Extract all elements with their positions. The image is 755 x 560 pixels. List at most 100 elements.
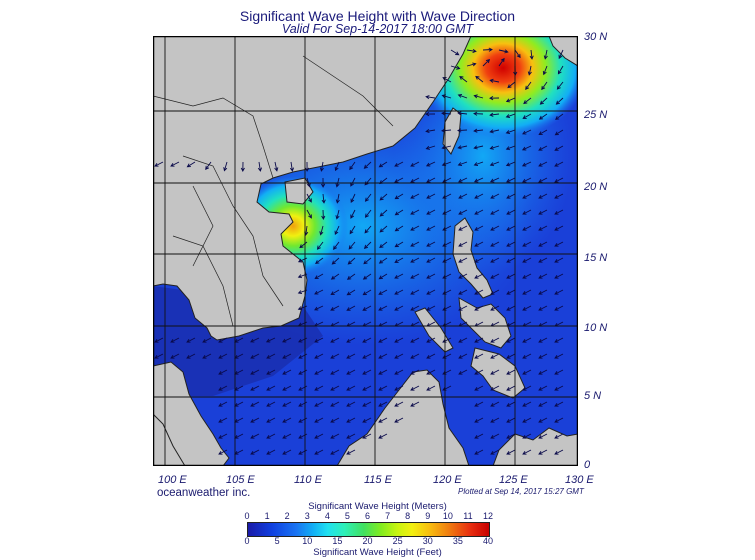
wave-arrow bbox=[362, 337, 372, 343]
wave-arrow bbox=[489, 112, 500, 117]
wave-arrow bbox=[425, 161, 436, 167]
wave-arrow bbox=[554, 385, 564, 391]
wave-arrow bbox=[490, 193, 500, 199]
wave-arrow bbox=[394, 161, 404, 167]
wave-arrow bbox=[554, 305, 564, 311]
lat-label-25n: 25 N bbox=[584, 109, 608, 121]
wave-arrow bbox=[410, 161, 420, 167]
wave-arrow bbox=[542, 65, 548, 76]
wave-arrow bbox=[362, 305, 372, 311]
wave-arrow bbox=[506, 305, 516, 311]
wave-arrow bbox=[543, 49, 548, 60]
wave-arrow bbox=[218, 417, 228, 423]
lon-label-125e: 125 E bbox=[499, 474, 528, 486]
wave-arrow bbox=[554, 193, 564, 199]
wave-arrow bbox=[522, 305, 532, 311]
wave-arrow bbox=[186, 353, 196, 359]
land-mindanao bbox=[470, 347, 526, 399]
wave-arrow bbox=[250, 449, 260, 455]
plotted-timestamp: Plotted at Sep 14, 2017 15:27 GMT bbox=[458, 487, 584, 496]
wave-arrow bbox=[410, 337, 420, 343]
wave-arrow bbox=[205, 161, 212, 171]
wave-arrow bbox=[426, 305, 436, 311]
wave-arrow bbox=[362, 385, 372, 391]
wave-arrow bbox=[316, 241, 324, 250]
wave-arrow bbox=[250, 433, 260, 439]
wave-arrow bbox=[282, 385, 292, 391]
wave-arrow bbox=[364, 177, 372, 186]
legend-meters-tick: 11 bbox=[463, 511, 473, 521]
wave-arrow bbox=[250, 385, 260, 391]
legend-meters-tick: 1 bbox=[264, 511, 270, 521]
wave-arrow bbox=[506, 225, 516, 231]
wave-arrow bbox=[378, 353, 388, 359]
wave-arrow bbox=[538, 433, 548, 439]
wave-arrow bbox=[441, 145, 452, 150]
wave-arrow bbox=[441, 111, 452, 116]
wave-arrow bbox=[425, 112, 436, 117]
wave-arrow bbox=[394, 337, 404, 343]
wave-arrow bbox=[450, 49, 460, 56]
wave-height-map-svg bbox=[153, 36, 578, 466]
wave-arrow bbox=[266, 353, 276, 359]
wave-arrow bbox=[554, 209, 564, 215]
lon-label-115e: 115 E bbox=[364, 474, 392, 486]
wave-arrow bbox=[522, 353, 532, 359]
wave-arrow bbox=[490, 385, 500, 391]
wave-arrow bbox=[522, 369, 532, 375]
wave-arrow bbox=[426, 257, 436, 263]
wave-arrow bbox=[362, 401, 372, 407]
land-sumatra bbox=[153, 413, 186, 466]
lat-label-15n: 15 N bbox=[584, 252, 608, 264]
wave-arrow bbox=[474, 273, 484, 279]
wave-arrow bbox=[514, 49, 521, 59]
wave-arrow bbox=[362, 289, 372, 296]
wave-arrow bbox=[314, 289, 324, 295]
wave-arrow bbox=[506, 369, 516, 375]
wave-arrow bbox=[330, 385, 340, 391]
wave-arrow bbox=[489, 129, 500, 134]
wave-arrow bbox=[350, 177, 356, 187]
wave-arrow bbox=[556, 81, 564, 90]
wave-arrow bbox=[410, 401, 420, 407]
wave-arrow bbox=[489, 96, 500, 101]
wave-arrow bbox=[522, 129, 532, 135]
wave-arrow bbox=[378, 273, 388, 280]
wave-arrow bbox=[299, 241, 308, 249]
wave-arrow bbox=[394, 241, 404, 248]
wave-arrow bbox=[314, 305, 324, 311]
legend-feet-tick: 0 bbox=[244, 536, 250, 546]
wave-arrow bbox=[266, 385, 276, 391]
wave-arrow bbox=[557, 65, 564, 75]
wave-arrow bbox=[218, 385, 228, 391]
wave-arrow bbox=[330, 369, 340, 375]
wave-arrow bbox=[186, 337, 196, 343]
wave-arrow bbox=[319, 225, 324, 236]
wave-arrow bbox=[410, 353, 420, 359]
wave-arrow bbox=[346, 305, 356, 311]
wave-arrow bbox=[554, 401, 564, 407]
wave-arrow bbox=[490, 241, 500, 247]
wave-arrow bbox=[394, 257, 404, 263]
wave-arrow bbox=[490, 225, 500, 231]
wave-arrow bbox=[426, 177, 436, 183]
wave-arrow bbox=[426, 289, 436, 295]
wave-arrow bbox=[489, 161, 500, 167]
wave-arrow bbox=[250, 369, 260, 375]
legend-meters-tick: 3 bbox=[304, 511, 310, 521]
wave-arrow bbox=[321, 177, 326, 188]
wave-arrow bbox=[466, 48, 477, 54]
wave-arrow bbox=[410, 257, 420, 263]
wave-arrow bbox=[335, 177, 340, 188]
wave-arrow bbox=[154, 337, 164, 343]
wave-arrow bbox=[490, 433, 500, 439]
wave-arrow bbox=[459, 75, 468, 83]
wave-arrow bbox=[538, 305, 548, 311]
wave-arrow bbox=[321, 209, 326, 220]
wave-arrow bbox=[314, 385, 324, 391]
wave-arrow bbox=[538, 209, 548, 215]
wave-arrow bbox=[410, 209, 420, 215]
wave-arrow bbox=[298, 385, 308, 391]
land-japan bbox=[548, 36, 578, 67]
wave-arrow bbox=[170, 353, 180, 359]
